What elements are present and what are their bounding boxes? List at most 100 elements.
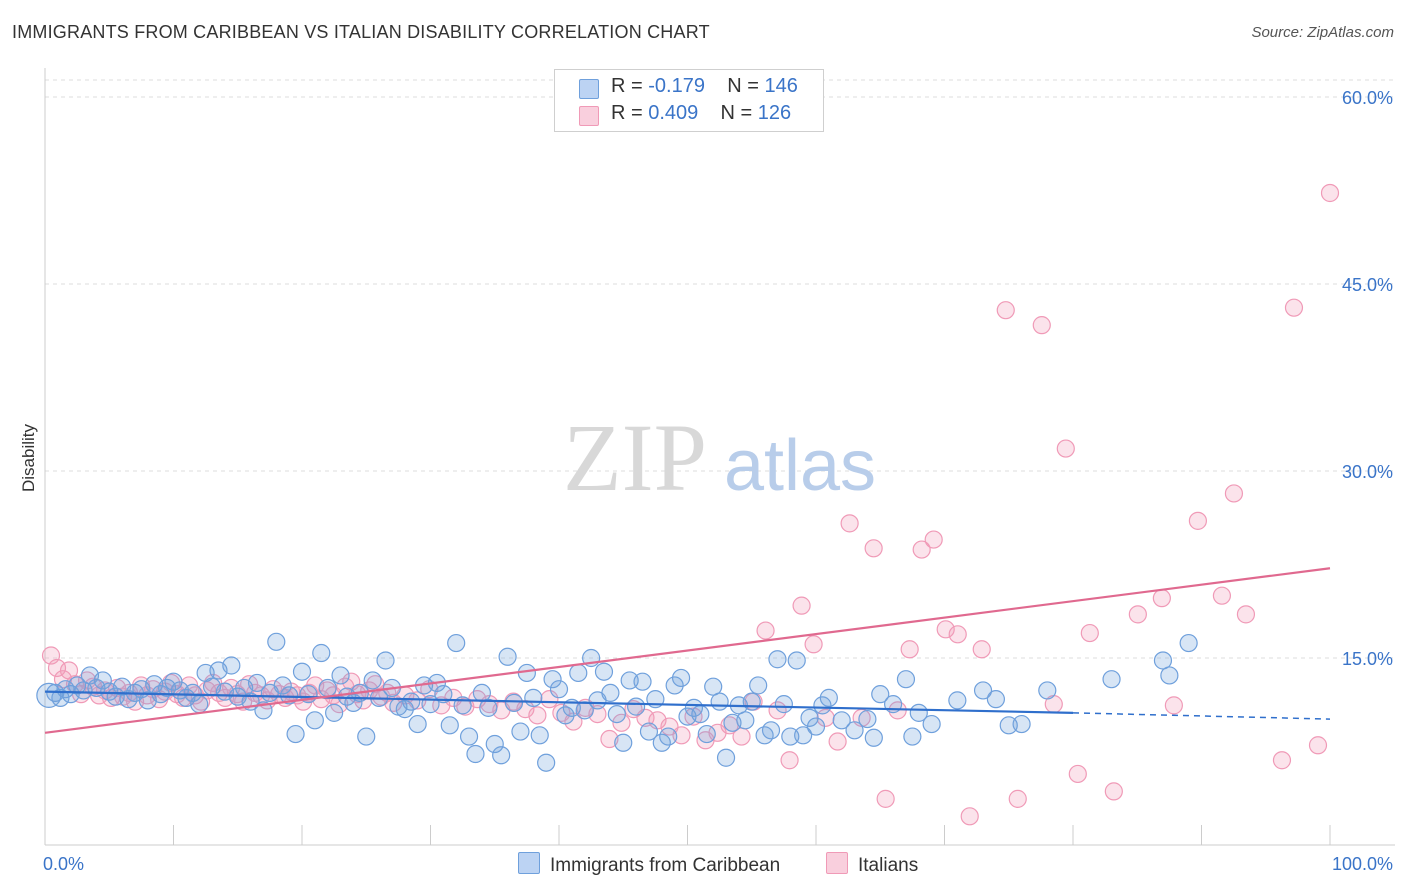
italians-point <box>1152 589 1171 608</box>
italians-point <box>1284 298 1304 317</box>
axes <box>44 68 1395 846</box>
watermark-atlas: atlas <box>724 426 876 506</box>
italians-point <box>936 620 955 639</box>
caribbean-point <box>325 703 344 722</box>
caribbean-point <box>794 726 813 745</box>
caribbean-point <box>1153 651 1173 670</box>
caribbean-point <box>530 726 549 745</box>
caribbean-point <box>614 733 633 752</box>
legend-n-label: N = <box>727 75 759 97</box>
italians-point <box>1308 736 1328 755</box>
caribbean-point <box>459 727 479 746</box>
italians-point <box>1056 439 1075 458</box>
caribbean-point <box>922 714 941 734</box>
caribbean-point <box>183 683 202 703</box>
caribbean-point <box>267 632 286 651</box>
caribbean-point <box>190 695 209 714</box>
italians-point <box>924 530 943 549</box>
caribbean-point <box>710 692 729 711</box>
caribbean-point <box>999 716 1018 735</box>
watermark-zip: ZIP <box>563 404 707 511</box>
caribbean-point <box>665 676 684 695</box>
italians-point <box>828 732 847 751</box>
caribbean-point <box>222 656 241 675</box>
caribbean-point <box>485 734 504 754</box>
italians-point <box>1032 316 1051 335</box>
caribbean-point <box>447 633 466 653</box>
italians-point <box>900 640 919 659</box>
italians-point <box>1080 623 1099 643</box>
caribbean-point <box>768 650 787 669</box>
caribbean-points <box>36 632 1198 772</box>
caribbean-point <box>305 711 324 730</box>
bottom-legend-label-caribbean: Immigrants from Caribbean <box>550 855 781 876</box>
caribbean-point <box>1160 666 1179 685</box>
italians-point <box>756 621 775 640</box>
caribbean-point <box>1102 670 1121 689</box>
caribbean-point <box>93 671 112 690</box>
caribbean-point <box>594 662 614 681</box>
caribbean-point <box>639 722 659 741</box>
italians-point <box>1068 764 1087 784</box>
legend-n-value: 126 <box>757 102 792 124</box>
x-tick-label-max: 100.0% <box>1332 854 1393 874</box>
caribbean-point <box>607 704 626 724</box>
italians-point <box>528 706 547 725</box>
caribbean-point <box>691 704 710 724</box>
grid-lines <box>45 79 1395 659</box>
caribbean-point <box>871 685 890 704</box>
caribbean-point <box>498 647 517 666</box>
caribbean-point <box>948 691 967 710</box>
caribbean-point <box>1038 681 1057 700</box>
caribbean-point <box>312 643 331 663</box>
caribbean-point <box>704 677 723 696</box>
italians-point <box>1104 782 1123 801</box>
bottom-legend-swatch-pink <box>826 852 848 874</box>
italians-point <box>864 539 883 558</box>
x-tick-label-min: 0.0% <box>43 854 84 874</box>
watermark: ZIP atlas <box>563 404 876 511</box>
caribbean-point <box>395 700 414 719</box>
bottom-legend-italians: Italians <box>826 852 918 877</box>
caribbean-point <box>549 680 569 699</box>
caribbean-point <box>601 683 620 703</box>
caribbean-point <box>537 753 556 772</box>
caribbean-point <box>376 651 395 670</box>
caribbean-point <box>787 651 806 670</box>
caribbean-point <box>286 724 305 744</box>
caribbean-point <box>479 698 498 717</box>
caribbean-point <box>716 748 736 767</box>
y-tick-label: 30.0% <box>1342 462 1393 482</box>
caribbean-point <box>434 685 453 704</box>
caribbean-point <box>973 681 993 700</box>
correlation-legend: R = -0.179 N = 146 R = 0.409 N = 126 <box>554 69 824 132</box>
italians-point <box>804 635 823 654</box>
caribbean-point <box>761 721 781 740</box>
caribbean-point <box>742 692 761 711</box>
chart-title: IMMIGRANTS FROM CARIBBEAN VS ITALIAN DIS… <box>12 22 710 42</box>
caribbean-point <box>626 697 646 716</box>
legend-r-label: R = <box>611 102 643 124</box>
italians-point <box>540 690 559 709</box>
caribbean-point <box>408 714 427 734</box>
italians-point <box>1188 511 1207 530</box>
caribbean-point <box>896 670 916 689</box>
italians-point <box>1164 696 1183 715</box>
italians-point <box>972 640 991 659</box>
italians-point <box>960 807 979 826</box>
caribbean-point <box>247 673 267 693</box>
italians-point <box>1008 789 1027 808</box>
caribbean-point <box>511 722 530 741</box>
italians-point <box>876 789 895 808</box>
axis-labels: 15.0% 30.0% 45.0% 60.0% 0.0% 100.0% Disability <box>19 88 1393 874</box>
bottom-legend-label-italians: Italians <box>858 855 919 876</box>
italians-point <box>600 729 619 749</box>
bottom-legend-swatch-blue <box>518 852 540 874</box>
italians-point <box>672 726 691 745</box>
caribbean-point <box>1179 633 1198 653</box>
caribbean-point <box>986 690 1006 709</box>
legend-r-value: -0.179 <box>648 75 705 97</box>
caribbean-point <box>51 688 70 707</box>
trend-lines <box>44 567 1331 734</box>
caribbean-trend-line <box>44 690 1074 714</box>
